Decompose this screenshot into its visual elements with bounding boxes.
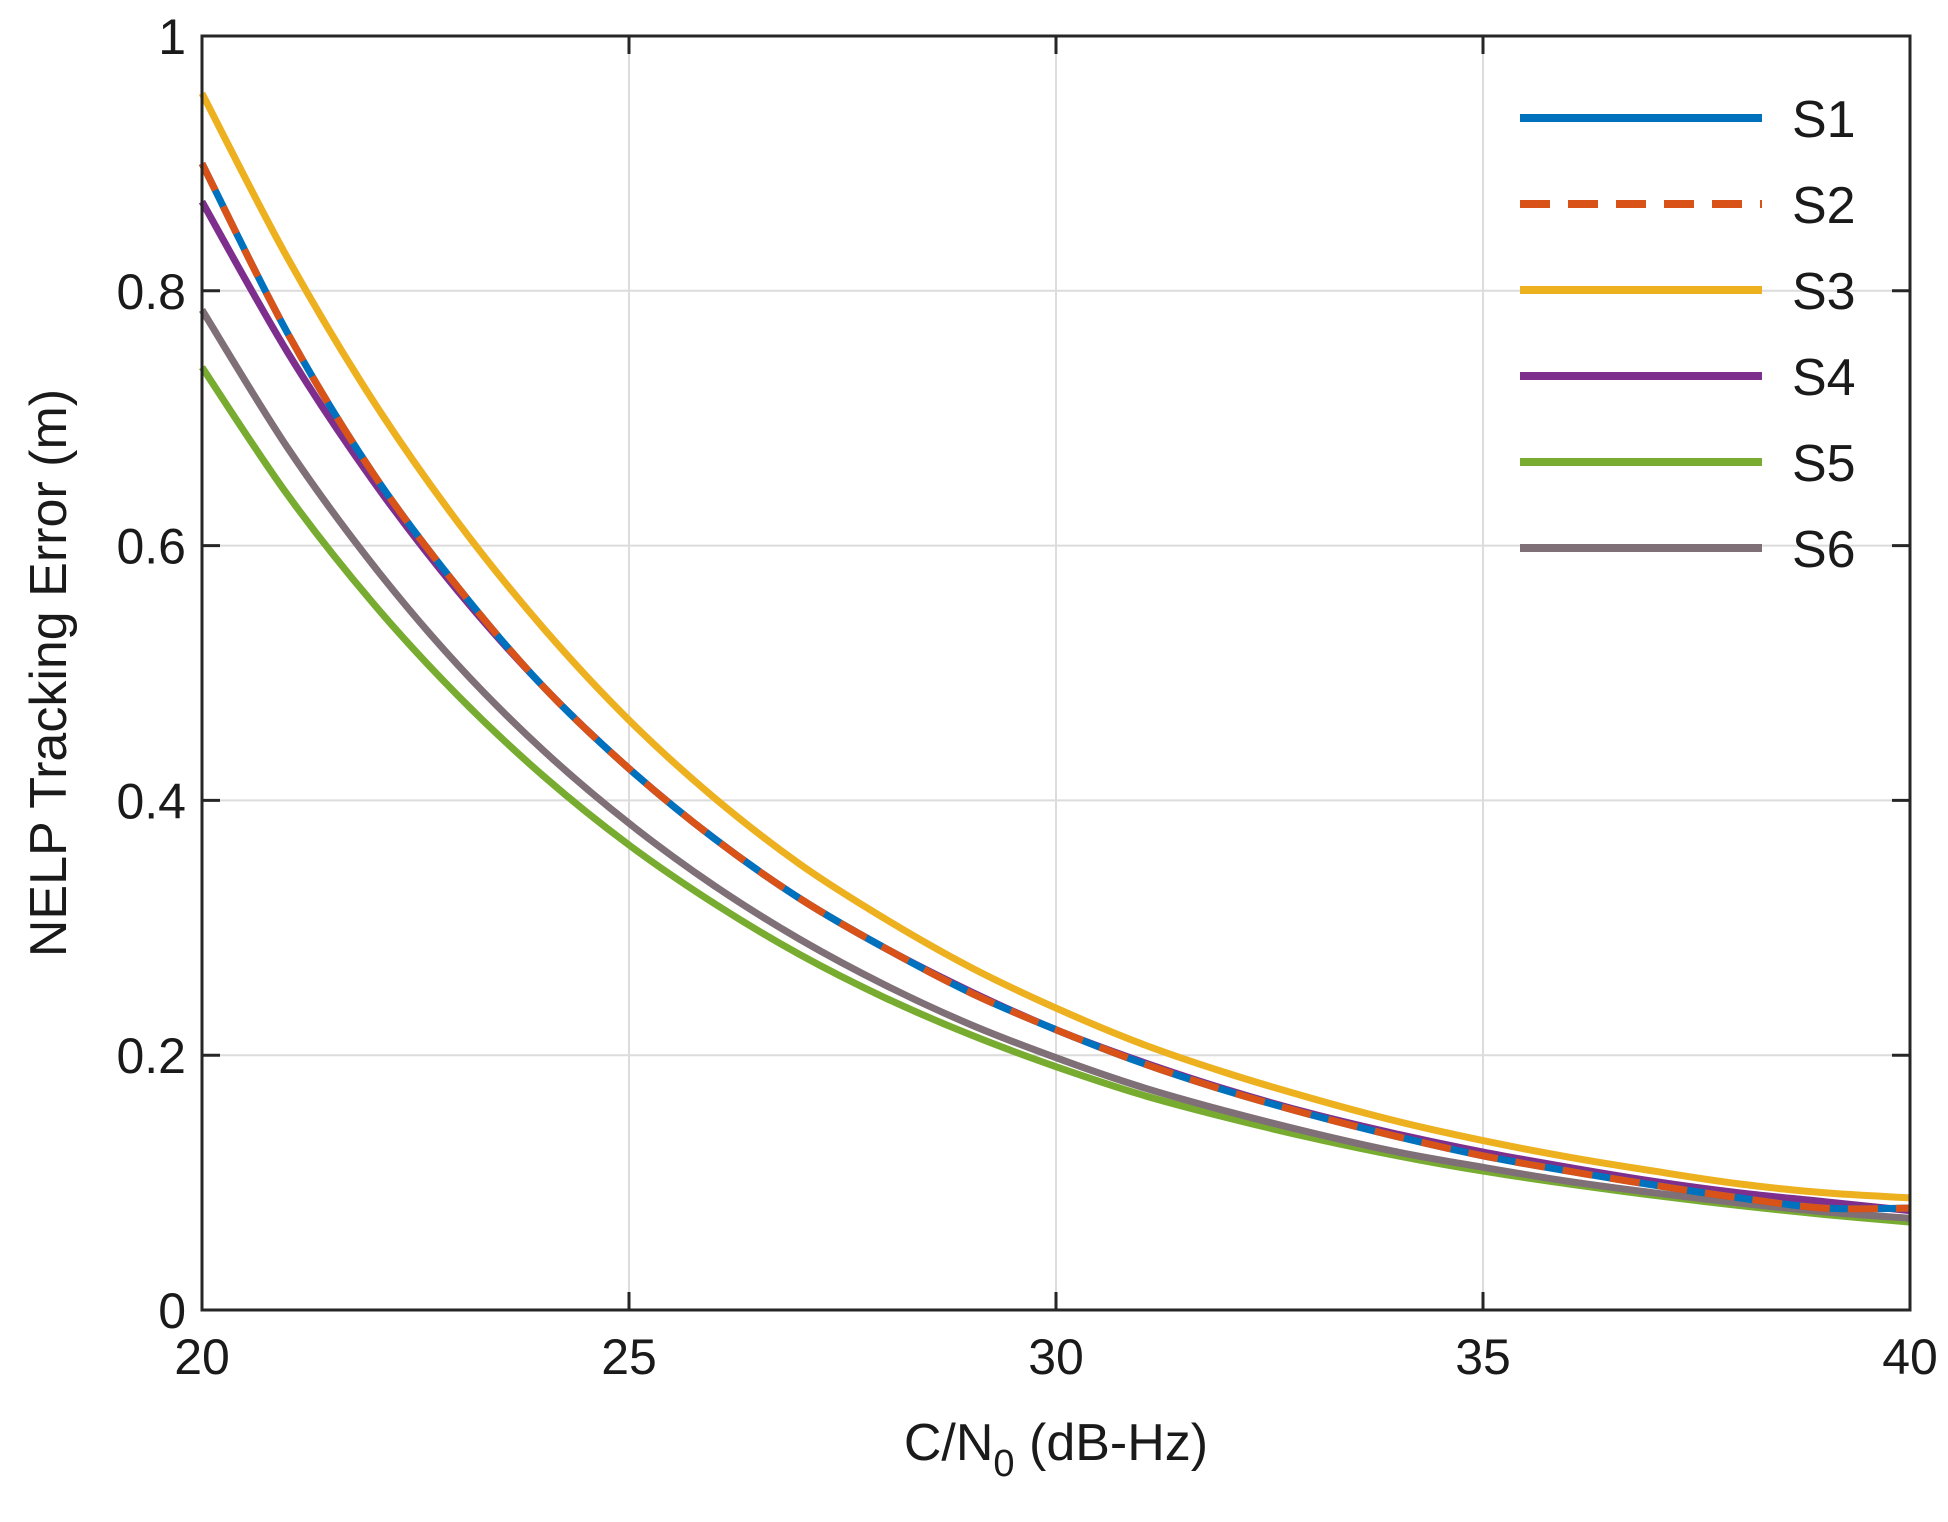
tick-labels: 20 25 30 35 40 0 0.2 0.4 0.6 0.8 1 — [116, 9, 1937, 1385]
x-axis-label-main: C/N — [904, 1414, 994, 1472]
axis-ticks — [200, 34, 1912, 1312]
legend-label-s3: S3 — [1792, 263, 1856, 321]
x-tick-label: 25 — [601, 1329, 657, 1385]
y-tick-label: 0.6 — [116, 519, 186, 575]
x-tick-label: 20 — [174, 1329, 230, 1385]
series-lines — [198, 91, 1911, 1226]
grid — [202, 36, 1910, 1310]
legend-label-s2: S2 — [1792, 177, 1856, 235]
x-tick-label: 30 — [1028, 1329, 1084, 1385]
legend: S1 S2 S3 S4 S5 S6 — [1520, 91, 1856, 579]
y-tick-label: 0.2 — [116, 1028, 186, 1084]
x-tick-label: 40 — [1882, 1329, 1938, 1385]
y-axis-label: NELP Tracking Error (m) — [20, 389, 78, 957]
legend-label-s5: S5 — [1792, 435, 1856, 493]
y-tick-label: 0.4 — [116, 773, 186, 829]
legend-label-s1: S1 — [1792, 91, 1856, 149]
x-axis-label: C/N0 (dB-Hz) — [904, 1414, 1208, 1485]
x-tick-label: 35 — [1455, 1329, 1511, 1385]
legend-label-s6: S6 — [1792, 521, 1856, 579]
y-tick-label: 0 — [158, 1283, 186, 1339]
series-line-s3 — [198, 91, 1911, 1202]
y-tick-label: 1 — [158, 9, 186, 65]
series-line-s6 — [199, 308, 1911, 1222]
y-tick-label: 0.8 — [116, 264, 186, 320]
legend-label-s4: S4 — [1792, 349, 1856, 407]
series-line-s1 — [198, 161, 1911, 1213]
x-axis-label-subscript: 0 — [993, 1443, 1014, 1485]
x-axis-label-suffix: (dB-Hz) — [1015, 1414, 1209, 1472]
